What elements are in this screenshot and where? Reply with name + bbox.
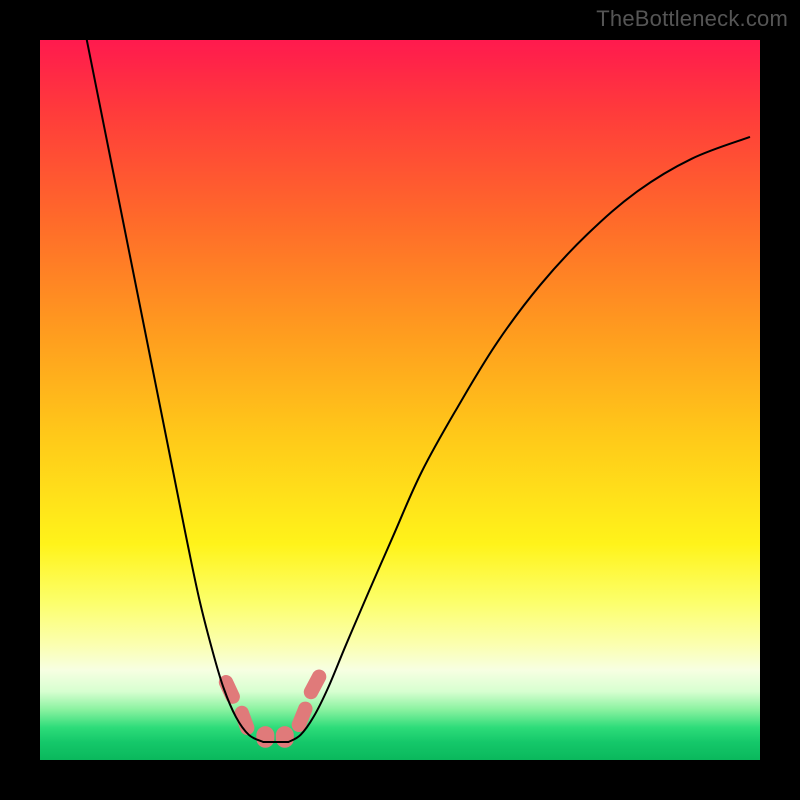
curve-marker — [256, 726, 274, 748]
watermark-text: TheBottleneck.com — [596, 6, 788, 32]
gradient-background — [40, 40, 760, 760]
curve-marker — [276, 726, 294, 748]
plot-area — [40, 40, 760, 760]
chart-svg — [40, 40, 760, 760]
bottleneck-chart: TheBottleneck.com — [0, 0, 800, 800]
